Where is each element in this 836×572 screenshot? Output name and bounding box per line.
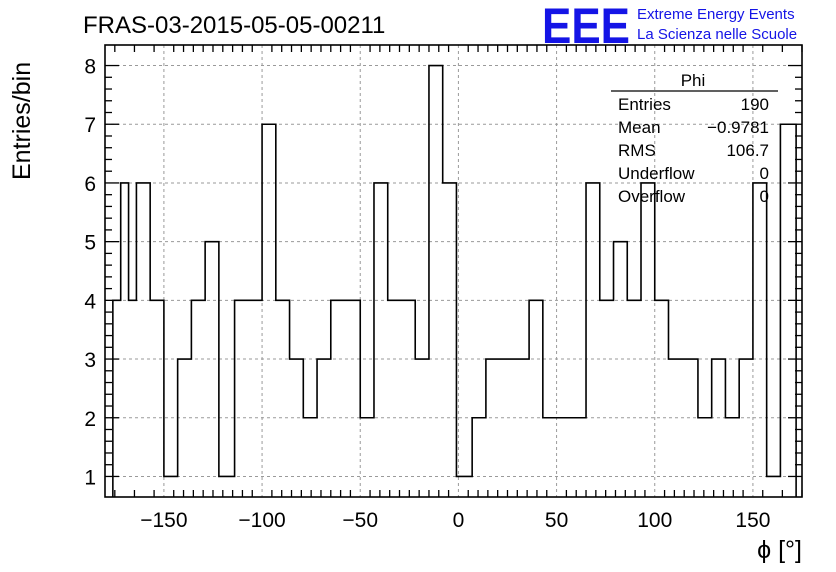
histogram-bin [627,300,641,497]
histogram-step-line [112,64,797,497]
plot-frame [104,44,803,498]
stats-label: Mean [618,118,661,137]
histogram-bin [486,359,529,497]
histogram-bin [655,300,669,497]
histogram-bin [331,300,360,497]
stats-box: Phi Entries 190 Mean −0.9781 RMS 106.7 Underfl… [611,71,778,206]
stats-value: −0.9781 [707,118,769,137]
histogram-bin [753,183,767,497]
histogram-bin [415,359,429,497]
histogram-bin [456,476,472,497]
stats-label: Overflow [618,187,686,206]
histogram-bin [529,300,543,497]
histogram-bin [698,418,712,497]
histogram-bin [443,183,457,497]
histogram-bin [388,300,415,497]
histogram-bin [121,183,129,497]
y-axis-label: Entries/bin [8,62,36,180]
x-tick-label: 150 [735,509,770,532]
histogram-bin [668,359,697,497]
axis-ticks [105,45,803,497]
x-tick-label: 100 [637,509,672,532]
histogram-bin [178,359,192,497]
histogram-bin [191,300,205,497]
histogram-bin [614,242,628,497]
histogram-bin [164,476,178,497]
histogram-bin [290,359,304,497]
histogram-bin [374,183,388,497]
stats-value: 0 [760,187,769,206]
x-tick-label: −50 [342,509,378,532]
y-tick-label: 2 [84,408,96,431]
logo-line-2: La Scienza nelle Scuole [637,26,797,43]
histogram-bin [641,183,655,497]
histogram-bin [767,476,781,497]
y-tick-label: 5 [84,232,96,255]
histogram-bin [262,124,276,497]
histogram-bin [317,359,331,497]
histogram-bin [205,242,219,497]
x-tick-label: −100 [238,509,285,532]
histogram-bin [136,183,150,497]
y-tick-label: 8 [84,56,96,79]
histogram-bin [712,359,726,497]
y-tick-label: 4 [84,290,96,313]
x-tick-label: −150 [140,509,187,532]
chart-title: FRAS-03-2015-05-05-00211 [83,12,385,39]
y-tick-label: 3 [84,349,96,372]
x-tick-label: 0 [453,509,465,532]
stats-title: Phi [681,71,706,90]
stats-label: Entries [618,95,671,114]
stats-value: 0 [760,164,769,183]
histogram-bin [472,418,486,497]
histogram-bin [276,300,290,497]
histogram-bin [303,418,317,497]
y-tick-label: 1 [84,466,96,489]
stats-rows: Entries 190 Mean −0.9781 RMS 106.7 Underflow 0 O… [618,95,769,206]
histogram-bin [600,300,614,497]
stats-value: 106.7 [726,141,769,160]
histogram-bin [150,300,164,497]
histogram-bin [543,418,586,497]
eee-logo-icon: EEE [542,0,630,54]
stats-value: 190 [741,95,769,114]
histogram-bin [360,418,374,497]
histogram-bin [725,418,739,497]
tick-labels: −150 −100 −50 0 50 100 150 1 2 3 4 5 6 7 8 [84,56,770,532]
x-axis-label: ϕ [°] [757,536,802,564]
histogram-bin [235,300,262,497]
histogram-bin [429,66,443,497]
y-tick-label: 7 [84,114,96,137]
x-tick-label: 50 [545,509,568,532]
stats-label: RMS [618,141,656,160]
logo-line-1: Extreme Energy Events [637,6,795,23]
histogram-bin [586,183,600,497]
stats-label: Underflow [618,164,695,183]
histogram-bin [739,359,753,497]
histogram-bin [780,124,796,497]
histogram-bin [129,300,137,497]
histogram-bin [113,300,121,497]
y-tick-label: 6 [84,173,96,196]
histogram-series [112,64,797,497]
